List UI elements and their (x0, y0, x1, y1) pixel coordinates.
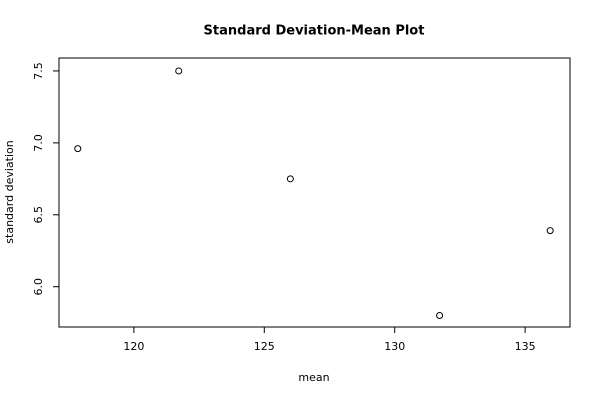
x-tick-label: 125 (254, 340, 275, 353)
point (286, 175, 294, 183)
point (175, 67, 183, 75)
x-tick-label: 135 (515, 340, 536, 353)
point (546, 227, 554, 235)
x-tick-label: 120 (123, 340, 144, 353)
plot-frame (58, 57, 571, 328)
y-axis-label: standard deviation (3, 140, 16, 243)
y-tick-label: 7.0 (32, 134, 45, 152)
chart-title: Standard Deviation-Mean Plot (204, 24, 425, 39)
point (436, 311, 444, 319)
y-tick-label: 7.5 (32, 62, 45, 80)
x-tick-label: 130 (384, 340, 405, 353)
x-axis-label: mean (298, 371, 329, 384)
point (74, 145, 82, 153)
y-tick-label: 6.5 (32, 206, 45, 224)
y-tick-label: 6.0 (32, 278, 45, 296)
